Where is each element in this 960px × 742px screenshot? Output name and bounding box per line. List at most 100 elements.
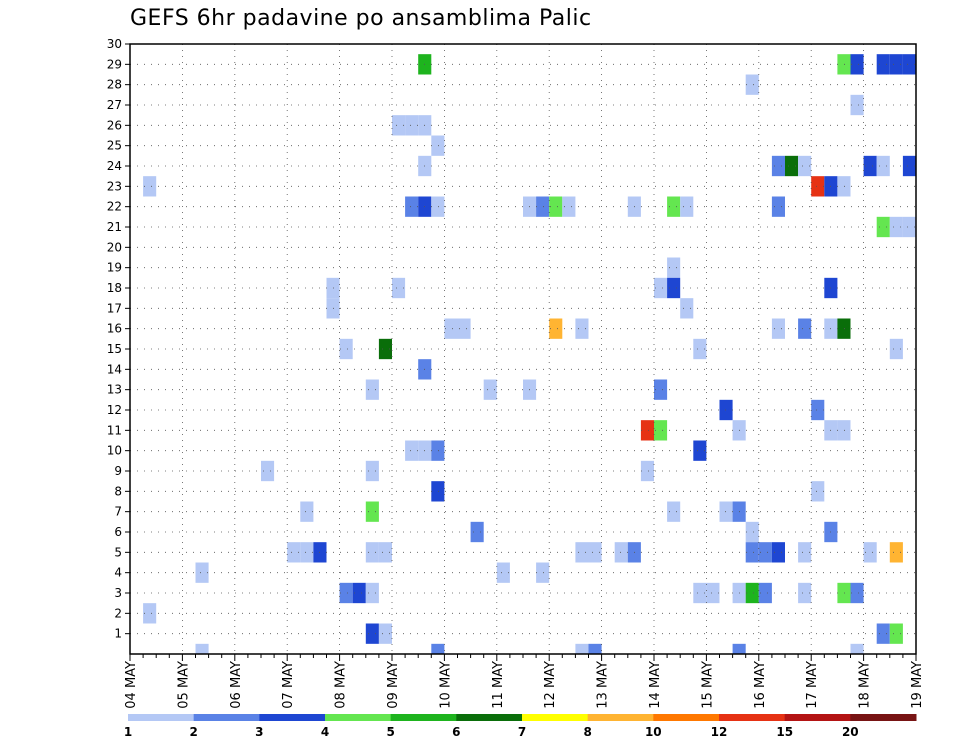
legend-swatch	[128, 714, 195, 721]
heatmap-cell	[378, 623, 392, 644]
heatmap-cell	[811, 481, 825, 502]
heatmap-cell	[431, 440, 445, 461]
legend-label: 7	[518, 725, 526, 739]
heatmap-cell	[365, 501, 379, 522]
y-tick-label: 10	[107, 444, 122, 458]
legend-label: 4	[321, 725, 329, 739]
heatmap-cell	[575, 643, 589, 654]
legend-label: 8	[584, 725, 592, 739]
heatmap-cell	[837, 582, 851, 604]
y-tick-label: 28	[107, 78, 122, 92]
heatmap-cell	[300, 542, 314, 563]
y-tick-label: 6	[114, 525, 122, 539]
heatmap-cell	[680, 196, 694, 217]
heatmap-cell	[339, 582, 353, 604]
heatmap-cell	[850, 94, 864, 116]
heatmap-cell	[496, 562, 510, 583]
heatmap-cell	[811, 399, 825, 421]
legend-swatch	[456, 714, 523, 721]
heatmap-cell	[536, 196, 550, 217]
heatmap-cell	[902, 54, 916, 75]
heatmap-cell	[287, 542, 301, 563]
heatmap-cell	[667, 501, 681, 522]
legend-label: 12	[711, 725, 728, 739]
x-tick-label: 08 MAY	[334, 661, 349, 709]
heatmap-cell	[745, 542, 759, 563]
heatmap-cell	[654, 420, 668, 441]
heatmap-cell	[431, 643, 445, 654]
x-tick-label: 04 MAY	[124, 661, 139, 709]
y-tick-label: 8	[114, 484, 122, 498]
heatmap-cell	[444, 318, 458, 339]
heatmap-cell	[431, 481, 445, 502]
heatmap-cell	[693, 440, 707, 461]
heatmap-cell	[352, 582, 366, 604]
y-tick-label: 13	[107, 383, 122, 397]
legend-label: 1	[124, 725, 132, 739]
y-tick-label: 29	[107, 57, 122, 71]
heatmap-cell	[195, 643, 209, 654]
y-tick-label: 14	[107, 362, 122, 376]
heatmap-cell	[889, 54, 903, 75]
x-tick-label: 11 MAY	[491, 661, 506, 709]
x-axis: 04 MAY 05 MAY 06 MAY 07 MAY 08 MAY 09 MAY 10 M…	[124, 654, 925, 709]
y-tick-label: 15	[107, 342, 122, 356]
legend-label: 15	[776, 725, 793, 739]
x-tick-label: 16 MAY	[753, 661, 768, 709]
heatmap-cell	[798, 318, 812, 339]
heatmap-cell	[863, 542, 877, 563]
heatmap-cell	[837, 420, 851, 441]
heatmap-cell	[300, 501, 314, 522]
x-tick-label: 13 MAY	[596, 661, 611, 709]
x-tick-label: 10 MAY	[438, 661, 453, 709]
heatmap-cell	[771, 318, 785, 339]
heatmap-cell	[640, 460, 654, 482]
y-tick-label: 5	[114, 545, 122, 559]
heatmap-cell	[785, 155, 799, 177]
legend-label: 2	[190, 725, 198, 739]
legend-label: 6	[452, 725, 460, 739]
heatmap-cell	[365, 542, 379, 563]
heatmap-cell	[798, 542, 812, 563]
y-tick-label: 12	[107, 403, 122, 417]
y-tick-label: 9	[114, 464, 122, 478]
x-tick-label: 09 MAY	[386, 661, 401, 709]
heatmap-cell	[876, 216, 890, 238]
heatmap-cell	[850, 643, 864, 654]
heatmap-cell	[693, 582, 707, 604]
x-tick-label: 15 MAY	[700, 661, 715, 709]
x-tick-label: 14 MAY	[648, 661, 663, 709]
y-tick-label: 4	[114, 566, 122, 580]
x-tick-label: 18 MAY	[858, 661, 873, 709]
heatmap-cell	[195, 562, 209, 583]
heatmap-cell	[837, 176, 851, 197]
y-tick-label: 27	[107, 98, 122, 112]
heatmap-cell	[850, 54, 864, 75]
heatmap-cell	[640, 420, 654, 441]
heatmap-cell	[575, 542, 589, 563]
y-tick-label: 22	[107, 200, 122, 214]
grid-layer	[130, 44, 916, 654]
heatmap-cell	[889, 623, 903, 644]
heatmap-cell	[588, 542, 602, 563]
x-tick-label: 06 MAY	[229, 661, 244, 709]
heatmap-cell	[745, 521, 759, 543]
heatmap-cell	[719, 399, 733, 421]
heatmap-cell	[614, 542, 628, 563]
legend-swatch	[587, 714, 654, 721]
heatmap-cell	[143, 176, 157, 197]
heatmap-cell	[378, 338, 392, 360]
heatmap-cell	[758, 582, 772, 604]
heatmap-cell	[889, 542, 903, 563]
heatmap-cell	[365, 623, 379, 644]
heatmap-cell	[536, 562, 550, 583]
y-tick-label: 30	[107, 37, 122, 51]
legend-swatch	[653, 714, 720, 721]
heatmap-cell	[719, 501, 733, 522]
x-tick-label: 17 MAY	[805, 661, 820, 709]
y-tick-label: 1	[114, 627, 122, 641]
x-tick-label: 07 MAY	[281, 661, 296, 709]
legend-label: 3	[255, 725, 263, 739]
heatmap-cell	[365, 582, 379, 604]
heatmap-cell	[811, 176, 825, 197]
